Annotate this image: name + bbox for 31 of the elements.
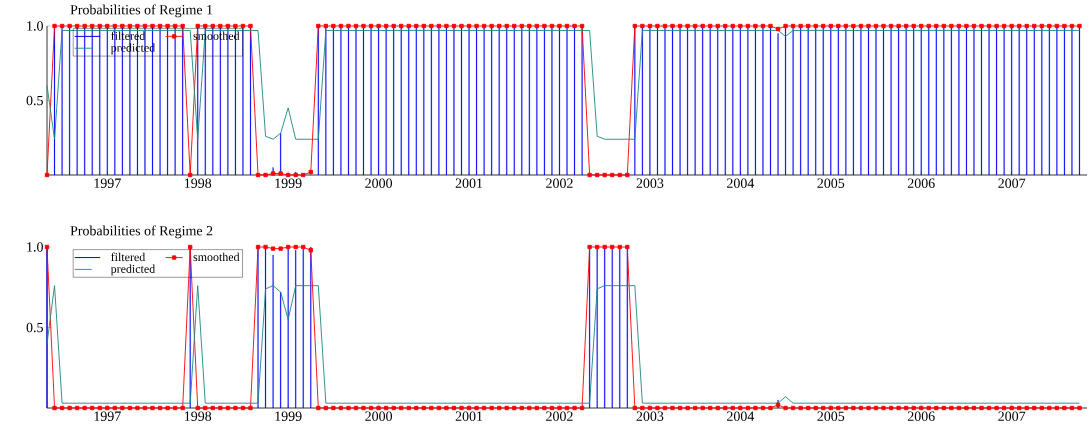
y-tick-label: 0.5 <box>26 95 43 106</box>
x-tick-label: 2004 <box>727 411 755 421</box>
x-tick-label: 1999 <box>275 178 302 188</box>
legend-label: predicted <box>110 264 156 276</box>
legend-label: smoothed <box>193 252 240 262</box>
x-tick-label: 1997 <box>94 178 121 188</box>
x-tick-label: 2001 <box>455 411 483 421</box>
y-tick-label: 1.0 <box>27 242 43 252</box>
x-tick-label: 1998 <box>185 411 212 421</box>
x-tick-label: 2003 <box>636 178 664 188</box>
x-tick-label: 2004 <box>727 178 755 188</box>
x-tick-label: 1997 <box>94 411 121 421</box>
y-tick-label: 1.0 <box>27 21 43 31</box>
x-tick-label: 2002 <box>546 178 573 188</box>
y-tick-label: 0.5 <box>26 322 43 333</box>
x-tick-label: 2006 <box>907 178 935 188</box>
x-tick-label: 2000 <box>365 178 393 188</box>
x-tick-label: 1998 <box>185 178 212 188</box>
x-tick-label: 2007 <box>998 178 1026 188</box>
x-tick-label: 2000 <box>365 411 393 421</box>
legend-label: filtered <box>111 252 146 262</box>
x-tick-label: 2006 <box>907 411 935 421</box>
x-tick-label: 2005 <box>817 411 845 421</box>
x-tick-label: 2001 <box>455 178 483 188</box>
x-tick-label: 2005 <box>817 178 845 188</box>
x-tick-label: 2002 <box>546 411 573 421</box>
x-tick-label: 2007 <box>998 411 1026 421</box>
chart-title: Probabilities of Regime 1 <box>70 4 213 18</box>
chart-title: Probabilities of Regime 2 <box>70 225 213 239</box>
x-tick-label: 1999 <box>275 411 302 421</box>
x-tick-label: 2003 <box>636 411 664 421</box>
